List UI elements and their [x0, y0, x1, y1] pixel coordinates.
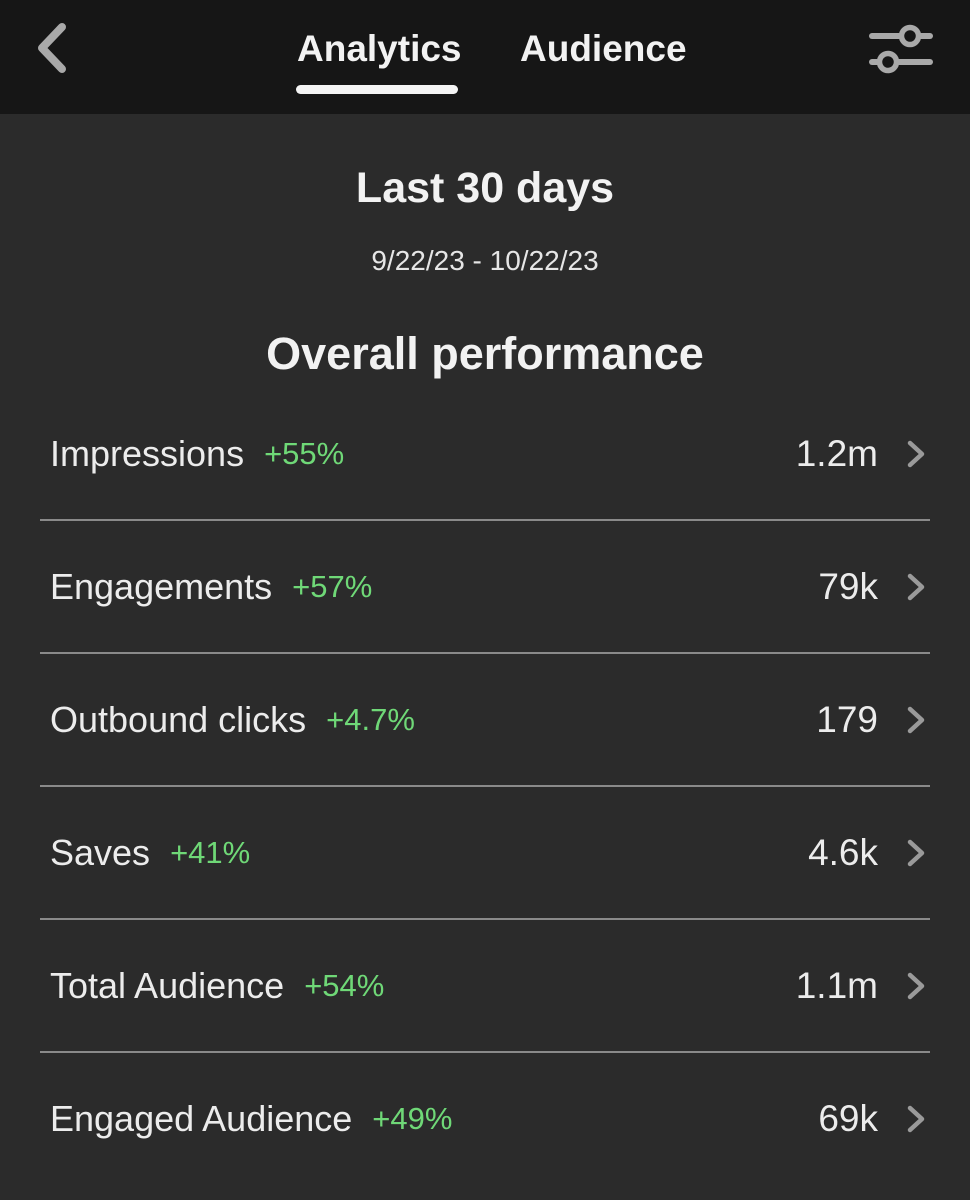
chevron-left-icon [38, 23, 66, 73]
tab-analytics[interactable]: Analytics [297, 28, 462, 69]
metric-label: Outbound clicks [50, 699, 307, 740]
chevron-right-icon [907, 1105, 925, 1133]
metric-row-outbound-clicks[interactable]: Outbound clicks +4.7% 179 [40, 654, 930, 787]
period-title: Last 30 days [355, 164, 615, 212]
metric-label: Engagements [50, 566, 273, 607]
row-divider [40, 519, 930, 521]
chevron-right-icon [907, 706, 925, 734]
metric-change: +57% [292, 569, 373, 604]
metric-label: Total Audience [50, 965, 285, 1006]
metric-change: +41% [170, 835, 251, 870]
row-divider [40, 785, 930, 787]
date-range: 9/22/23 - 10/22/23 [371, 245, 599, 276]
metric-row-saves[interactable]: Saves +41% 4.6k [40, 787, 930, 920]
back-button[interactable] [28, 18, 80, 78]
metric-value: 4.6k [808, 832, 878, 873]
chevron-right-icon [907, 972, 925, 1000]
metric-change: +54% [304, 968, 385, 1003]
metric-row-engaged-audience[interactable]: Engaged Audience +49% 69k [40, 1053, 930, 1186]
metric-value: 1.1m [795, 965, 878, 1006]
metric-change: +55% [264, 436, 345, 471]
metric-row-impressions[interactable]: Impressions +55% 1.2m [40, 388, 930, 521]
metric-label: Saves [50, 832, 151, 873]
metric-label: Engaged Audience [50, 1098, 353, 1139]
chevron-right-icon [907, 573, 925, 601]
metric-change: +49% [372, 1101, 453, 1136]
tab-audience[interactable]: Audience [520, 28, 687, 69]
metric-label: Impressions [50, 433, 245, 474]
metric-change: +4.7% [326, 702, 415, 737]
chevron-right-icon [907, 839, 925, 867]
sliders-icon [869, 24, 933, 74]
metric-row-total-audience[interactable]: Total Audience +54% 1.1m [40, 920, 930, 1053]
filter-button[interactable] [866, 22, 936, 76]
row-divider [40, 918, 930, 920]
metric-value: 79k [818, 566, 878, 607]
active-tab-indicator [296, 85, 458, 94]
metric-value: 1.2m [795, 433, 878, 474]
metric-row-engagements[interactable]: Engagements +57% 79k [40, 521, 930, 654]
metric-value: 179 [816, 699, 878, 740]
chevron-right-icon [907, 440, 925, 468]
row-divider [40, 1051, 930, 1053]
row-divider [40, 652, 930, 654]
metric-value: 69k [818, 1098, 878, 1139]
section-title: Overall performance [266, 328, 704, 379]
top-nav-bar: Analytics Audience [0, 0, 970, 114]
